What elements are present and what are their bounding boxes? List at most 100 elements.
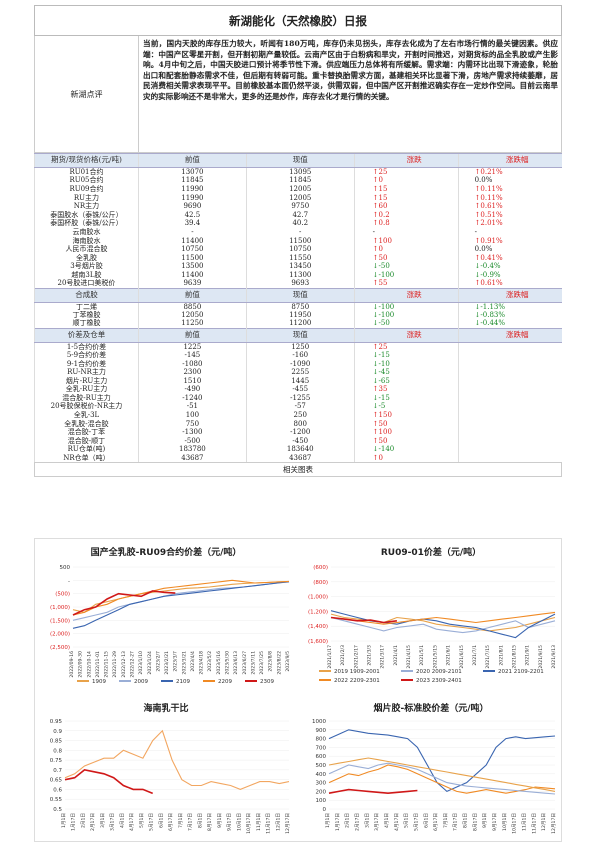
change-pct (457, 402, 562, 411)
y-tick-label: 0.6 (53, 787, 62, 793)
change-value: ↓-100 (353, 310, 459, 320)
x-tick-label: 2021/9/13 (551, 645, 557, 669)
row-label: NR仓单（吨） (34, 453, 139, 463)
x-tick-label: 9月17日 (227, 813, 233, 831)
change-value: ↓-5 (353, 402, 459, 411)
x-tick-label: 4月17日 (129, 813, 135, 831)
prev-value: 11250 (137, 319, 247, 329)
change-pct: ↑0.21% (457, 167, 562, 177)
table-header-row: 价差及仓单 前值 现值 涨跌 涨跌幅 (34, 327, 562, 343)
x-tick-label: 3月17日 (110, 813, 116, 831)
x-tick-label: 11月17日 (531, 813, 537, 834)
x-tick-label: 2月17日 (90, 813, 96, 831)
y-tick-label: (1,000) (50, 605, 70, 611)
row-label: RU09合约 (34, 184, 139, 194)
x-tick-label: 2021/7/15 (485, 645, 491, 669)
table-row: NR主力 9690 9750 ↑60 ↑0.61% (34, 201, 562, 211)
x-tick-label: 1月1日 (325, 813, 331, 828)
x-tick-label: 8月1日 (463, 813, 469, 828)
curr-value: 11845 (245, 176, 355, 185)
change-value: ↓-15 (353, 350, 459, 360)
row-label: RU主力 (34, 193, 139, 202)
curr-value: 1250 (245, 342, 355, 351)
x-tick-label: 11月1日 (256, 813, 262, 831)
column-header: 现值 (245, 287, 355, 303)
table-header-row: 期货/现货价格(元/吨) 前值 现值 涨跌 涨跌幅 (34, 153, 562, 168)
change-value: ↑150 (353, 410, 459, 420)
curr-value: 9750 (245, 201, 355, 211)
change-pct: ↑0.61% (457, 279, 562, 289)
x-tick-label: 2021/8/1 (498, 645, 504, 666)
x-tick-label: 10月17日 (512, 813, 518, 834)
x-tick-label: 1月17日 (335, 813, 341, 831)
x-tick-label: 2023/1/10 (138, 651, 144, 675)
x-tick-label: 10月1日 (502, 813, 508, 831)
change-pct: ↑0.51% (457, 210, 562, 220)
column-header: 前值 (137, 153, 247, 168)
prev-value: 11990 (137, 184, 247, 194)
change-value: - (353, 227, 459, 237)
y-tick-label: 0 (323, 807, 327, 813)
curr-value: 12005 (245, 193, 355, 202)
change-value: ↑0.8 (353, 219, 459, 228)
row-label: 人民币混合胶 (34, 244, 139, 254)
change-value: ↑15 (353, 193, 459, 202)
row-label: 3号烟片胶 (34, 262, 139, 271)
x-tick-label: 2021/5/1 (419, 645, 425, 666)
chart-title: 海南乳干比 (143, 702, 188, 714)
prev-value: -145 (137, 350, 247, 360)
x-tick-label: 2021/4/1 (393, 645, 399, 666)
change-value: ↑50 (353, 253, 459, 263)
curr-value: 11300 (245, 270, 355, 280)
column-header: 价差及仓单 (34, 327, 139, 343)
curr-value: 13450 (245, 262, 355, 271)
curr-value: 11550 (245, 253, 355, 263)
prev-value: 9690 (137, 201, 247, 211)
column-header: 涨跌 (353, 327, 459, 343)
series-line (330, 616, 398, 624)
prev-value: 2300 (137, 367, 247, 377)
x-tick-label: 2021/7/1 (472, 645, 478, 666)
chart-title: 烟片胶-标准胶价差（元/吨） (373, 702, 488, 714)
prev-value: 13070 (137, 167, 247, 177)
x-tick-label: 2023/6/27 (242, 651, 248, 675)
column-header: 前值 (137, 327, 247, 343)
series-line (328, 788, 418, 795)
x-tick-label: 2021/6/1 (446, 645, 452, 666)
y-tick-label: (1,200) (308, 609, 328, 615)
column-header: 现值 (245, 327, 355, 343)
x-tick-label: 9月1日 (217, 813, 223, 828)
table-row: 全乳胶 11500 11550 ↑50 ↑0.41% (34, 253, 562, 263)
row-label: 全乳胶-混合胶 (34, 419, 139, 429)
chart-2: RU09-01价差（元/吨） (600) (800) (1,000) (1,200) (1… (301, 543, 561, 693)
change-pct: 0.0% (457, 176, 562, 185)
x-tick-label: 2023/8/22 (276, 651, 282, 675)
prev-value: 10750 (137, 244, 247, 254)
row-label: 混合胶-RU主力 (34, 393, 139, 403)
change-value: ↑15 (353, 184, 459, 194)
x-tick-label: 2022/12-13 (121, 651, 127, 678)
prev-value: 11845 (137, 176, 247, 185)
legend-label: 2021 2109-2201 (498, 669, 544, 675)
y-tick-label: (2,000) (50, 632, 70, 638)
column-header: 涨跌 (353, 287, 459, 303)
x-tick-label: 7月1日 (178, 813, 184, 828)
series-line (72, 590, 176, 616)
report: 新湖能化（天然橡胶）日报 新湖点评 当前，国内天胶的库存压力较大，听闻有180万… (34, 5, 562, 478)
curr-value: 11500 (245, 236, 355, 245)
x-tick-label: 2023/8/8 (268, 651, 274, 672)
y-tick-label: (2,500) (50, 645, 70, 651)
chart-4: 烟片胶-标准胶价差（元/吨） 1000 900 800 700 600 500 400 300 2… (301, 699, 561, 839)
prev-value: 13500 (137, 262, 247, 271)
table-row: 混合胶-丁苯 -1300 -1200 ↑100 (34, 428, 562, 437)
y-tick-label: (800) (313, 580, 328, 586)
change-value: ↓-15 (353, 393, 459, 403)
x-tick-label: 2月1日 (345, 813, 351, 828)
curr-value: 40.2 (245, 219, 355, 228)
chart-1: 国产全乳胶-RU09合约价差（元/吨） 500 - (500) (1,000) (1,50… (37, 543, 295, 693)
y-tick-label: 400 (316, 772, 327, 778)
x-tick-label: 2022/11-15 (104, 651, 110, 678)
prev-value: 9639 (137, 279, 247, 289)
change-pct: ↑0.11% (457, 193, 562, 202)
change-pct (457, 436, 562, 446)
